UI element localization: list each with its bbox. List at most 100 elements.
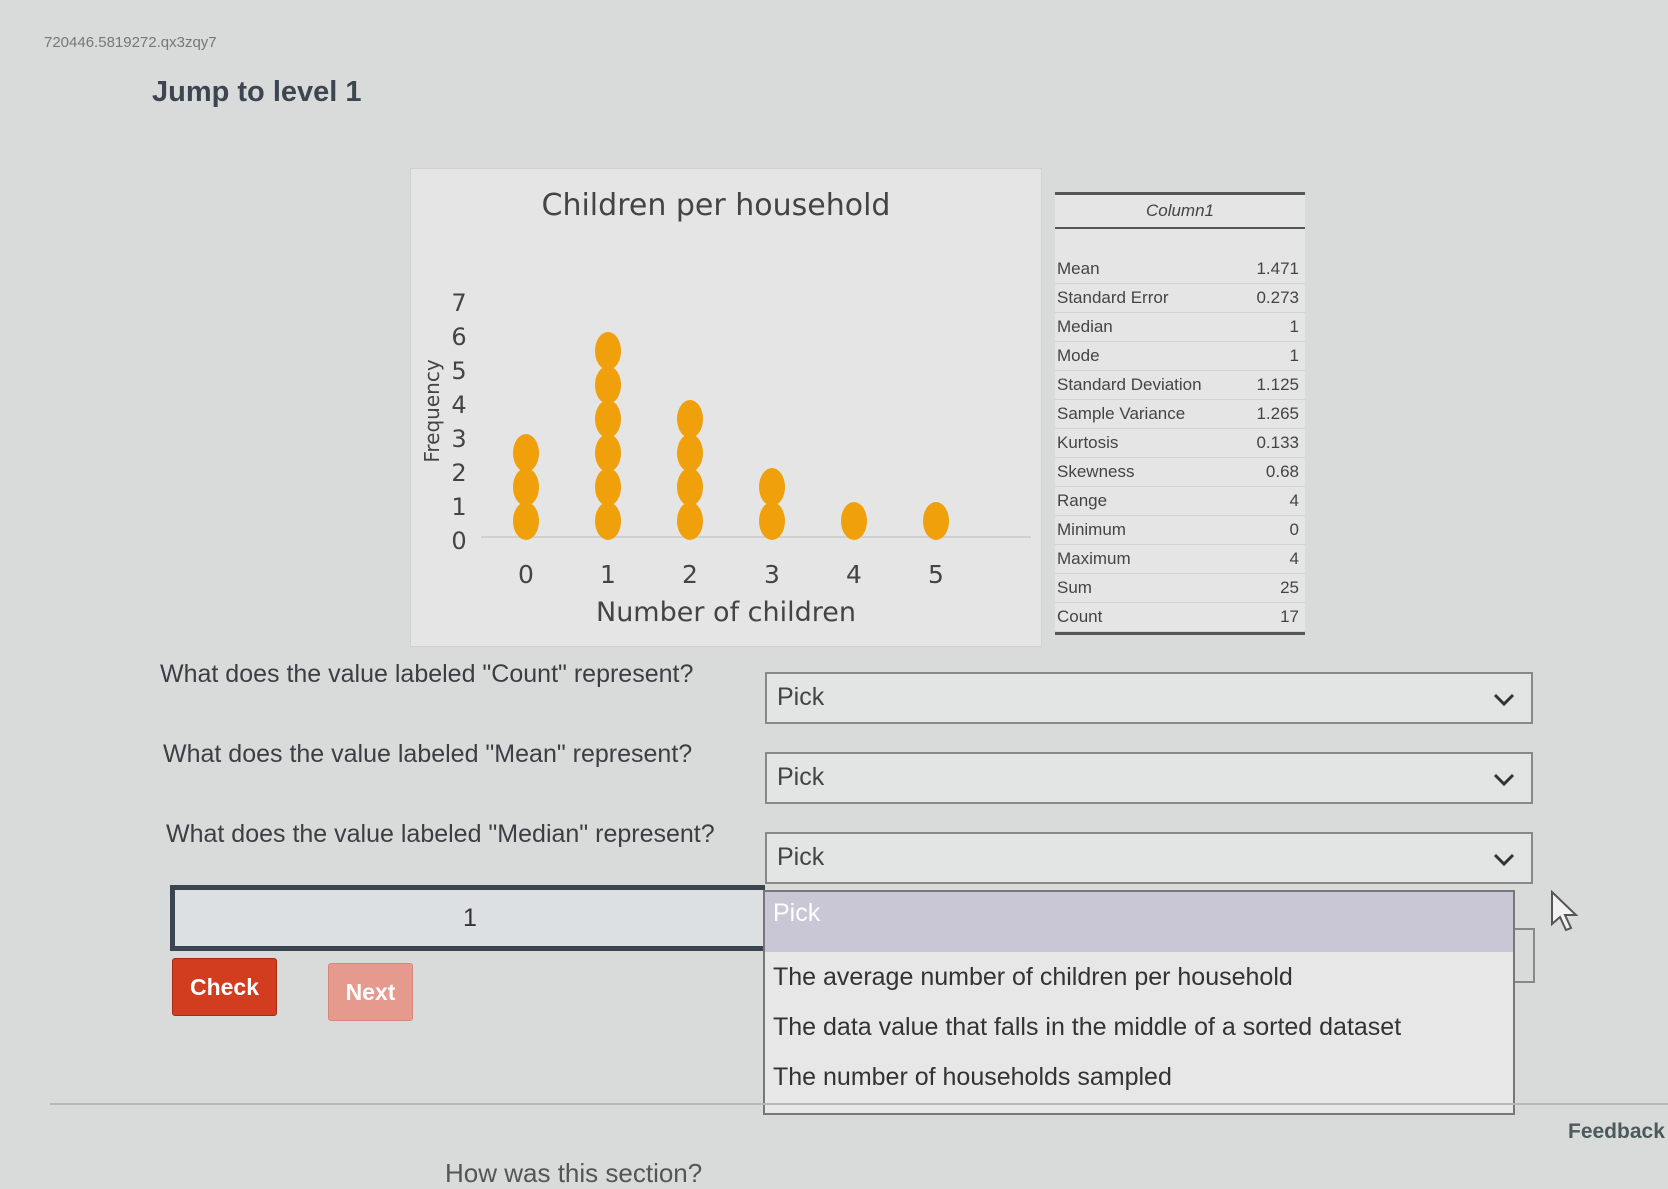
y-tick-label: 5 (451, 357, 466, 385)
y-tick-label: 4 (451, 391, 466, 419)
dropdown-options-list[interactable]: Pick The average number of children per … (763, 890, 1515, 1115)
dot-plot-chart: Children per household 0 1 2 3 4 5 6 7 Frequency 0… (410, 168, 1042, 647)
descriptive-stats-table: Column1 Mean 1.471 Standard Error 0.273 Medi… (1055, 192, 1305, 635)
data-dot (595, 468, 621, 506)
stats-row: Standard Error 0.273 (1055, 284, 1305, 313)
stats-value: 4 (1289, 491, 1299, 510)
chevron-down-icon (1493, 853, 1515, 867)
stats-header: Column1 (1055, 192, 1305, 229)
select-value: Pick (777, 763, 825, 791)
stats-row: Sum 25 (1055, 574, 1305, 603)
stats-value: 1 (1289, 346, 1299, 365)
stats-row: Maximum 4 (1055, 545, 1305, 574)
y-tick-label: 3 (451, 425, 466, 453)
stats-label: Standard Error (1057, 288, 1169, 307)
data-dot (923, 502, 949, 540)
stats-label: Sum (1057, 578, 1092, 597)
stats-label: Standard Deviation (1057, 375, 1202, 394)
data-dot (677, 434, 703, 472)
x-tick-label: 2 (682, 560, 698, 589)
stats-label: Maximum (1057, 549, 1131, 568)
question-median-select[interactable]: Pick (765, 832, 1533, 884)
data-dot (513, 502, 539, 540)
data-dot (513, 468, 539, 506)
chevron-down-icon (1493, 773, 1515, 787)
question-median-label: What does the value labeled "Median" rep… (166, 820, 715, 848)
level-indicator-box (1513, 928, 1535, 983)
data-dot (595, 502, 621, 540)
dropdown-option-households-sampled[interactable]: The number of households sampled (773, 1063, 1172, 1091)
dropdown-option-pick[interactable]: Pick (765, 892, 1513, 952)
stats-value: 0 (1289, 520, 1299, 539)
divider (50, 1103, 1668, 1105)
stats-row: Median 1 (1055, 313, 1305, 342)
data-dot (759, 502, 785, 540)
stats-row: Mean 1.471 (1055, 255, 1305, 284)
y-tick-label: 0 (451, 527, 466, 555)
stats-row: Mode 1 (1055, 342, 1305, 371)
stats-label: Kurtosis (1057, 433, 1119, 452)
data-dot (595, 332, 621, 370)
stats-row: Standard Deviation 1.125 (1055, 371, 1305, 400)
data-dot (677, 468, 703, 506)
how-was-this-section-text: How was this section? (445, 1158, 703, 1188)
question-count-label: What does the value labeled "Count" repr… (160, 660, 694, 688)
x-tick-label: 5 (928, 560, 944, 589)
next-button[interactable]: Next (328, 963, 413, 1021)
stats-row: Skewness 0.68 (1055, 458, 1305, 487)
y-tick-label: 6 (451, 323, 466, 351)
stats-label: Range (1057, 491, 1108, 510)
y-axis-label: Frequency (420, 359, 444, 462)
data-dot (759, 468, 785, 506)
data-dot (841, 502, 867, 540)
x-tick-label: 0 (518, 560, 534, 589)
select-value: Pick (777, 683, 825, 711)
stats-label: Mean (1057, 259, 1100, 278)
stats-value: 1.471 (1256, 259, 1299, 278)
x-tick-label: 4 (846, 560, 862, 589)
stats-label: Mode (1057, 346, 1100, 365)
dropdown-option-middle-value[interactable]: The data value that falls in the middle … (773, 1013, 1402, 1041)
chevron-down-icon (1493, 693, 1515, 707)
dropdown-option-average[interactable]: The average number of children per house… (773, 963, 1293, 991)
question-mean-select[interactable]: Pick (765, 752, 1533, 804)
stats-value: 1 (1289, 317, 1299, 336)
stats-label: Sample Variance (1057, 404, 1186, 423)
check-button[interactable]: Check (172, 958, 277, 1016)
stats-value: 25 (1280, 578, 1299, 597)
x-tick-label: 1 (600, 560, 616, 589)
data-dot (677, 400, 703, 438)
stats-row: Count 17 (1055, 603, 1305, 632)
level-progress-box: 1 (170, 885, 765, 951)
stats-row: Minimum 0 (1055, 516, 1305, 545)
stats-row: Range 4 (1055, 487, 1305, 516)
question-count-select[interactable]: Pick (765, 672, 1533, 724)
stats-row: Sample Variance 1.265 (1055, 400, 1305, 429)
stats-value: 1.125 (1256, 375, 1299, 394)
stats-value: 0.68 (1265, 462, 1299, 481)
y-tick-label: 2 (451, 459, 466, 487)
chart-title: Children per household (542, 188, 891, 223)
feedback-link[interactable]: Feedback (1568, 1120, 1665, 1143)
y-tick-label: 7 (451, 289, 466, 317)
stats-value: 1.265 (1256, 404, 1299, 423)
data-dot (595, 434, 621, 472)
stats-value: 0.273 (1256, 288, 1299, 307)
stats-label: Skewness (1057, 462, 1135, 481)
stats-label: Median (1057, 317, 1113, 336)
data-dot (595, 400, 621, 438)
stats-value: 0.133 (1256, 433, 1299, 452)
stats-value: 17 (1280, 607, 1299, 626)
x-axis-label: Number of children (596, 597, 856, 628)
stats-row: Kurtosis 0.133 (1055, 429, 1305, 458)
mouse-cursor-icon (1551, 890, 1579, 932)
stats-value: 4 (1289, 549, 1299, 568)
y-tick-label: 1 (451, 493, 466, 521)
stats-label: Count (1057, 607, 1103, 626)
x-tick-label: 3 (764, 560, 780, 589)
jump-to-level-link[interactable]: Jump to level 1 (152, 76, 362, 108)
data-dot (677, 502, 703, 540)
question-mean-label: What does the value labeled "Mean" repre… (163, 740, 693, 768)
activity-id: 720446.5819272.qx3zqy7 (44, 34, 217, 51)
stats-label: Minimum (1057, 520, 1126, 539)
